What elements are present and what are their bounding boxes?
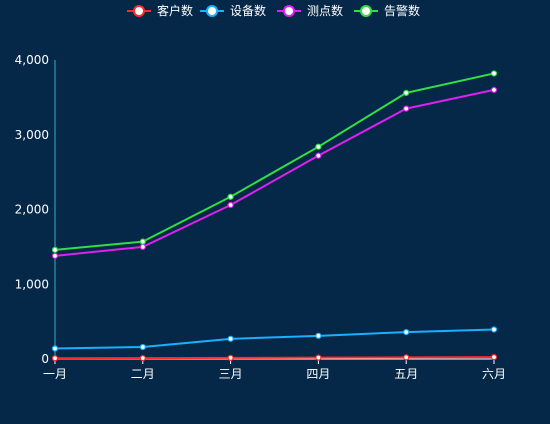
legend-marker bbox=[283, 5, 295, 17]
legend-item-3[interactable]: 告警数 bbox=[354, 3, 420, 18]
y-axis: 0 1,000 2,000 3,000 4,000 bbox=[15, 53, 56, 366]
legend-item-2[interactable]: 测点数 bbox=[277, 3, 343, 18]
data-point[interactable] bbox=[315, 332, 322, 339]
y-tick-label: 1,000 bbox=[15, 277, 49, 291]
data-point[interactable] bbox=[227, 193, 234, 200]
data-point[interactable] bbox=[139, 243, 146, 250]
series-line bbox=[54, 72, 495, 251]
series-line bbox=[54, 88, 495, 257]
series-line bbox=[54, 328, 495, 350]
data-point[interactable] bbox=[315, 354, 322, 361]
data-point[interactable] bbox=[227, 335, 234, 342]
data-point[interactable] bbox=[490, 326, 498, 333]
data-point[interactable] bbox=[139, 355, 146, 362]
data-point[interactable] bbox=[403, 354, 410, 361]
data-point[interactable] bbox=[227, 354, 234, 361]
data-point[interactable] bbox=[490, 354, 498, 361]
data-point[interactable] bbox=[51, 345, 59, 352]
data-point[interactable] bbox=[490, 86, 498, 94]
data-point[interactable] bbox=[227, 201, 234, 209]
y-tick-label: 2,000 bbox=[15, 203, 49, 217]
legend-marker bbox=[206, 5, 218, 17]
data-point[interactable] bbox=[315, 143, 322, 150]
legend-label: 客户数 bbox=[157, 3, 193, 18]
data-point[interactable] bbox=[490, 70, 498, 77]
legend-marker bbox=[133, 5, 145, 17]
x-tick-label: 一月 bbox=[43, 367, 67, 381]
x-tick-label: 二月 bbox=[131, 367, 155, 381]
y-tick-label: 4,000 bbox=[15, 53, 49, 67]
x-tick-label: 四月 bbox=[306, 367, 330, 381]
legend-label: 告警数 bbox=[384, 3, 420, 18]
x-tick-label: 五月 bbox=[394, 367, 418, 381]
data-point[interactable] bbox=[139, 238, 146, 245]
data-point[interactable] bbox=[51, 246, 59, 253]
y-tick-label: 3,000 bbox=[15, 128, 49, 142]
series-0 bbox=[51, 354, 498, 362]
legend-label: 设备数 bbox=[230, 3, 266, 18]
series-group bbox=[51, 70, 498, 362]
x-tick-label: 三月 bbox=[219, 367, 243, 381]
y-tick-label: 0 bbox=[41, 352, 49, 366]
data-point[interactable] bbox=[403, 105, 410, 112]
data-point[interactable] bbox=[403, 328, 410, 336]
series-2 bbox=[51, 86, 498, 259]
data-point[interactable] bbox=[403, 89, 410, 96]
legend-item-0[interactable]: 客户数 bbox=[127, 3, 193, 18]
x-tick-label: 六月 bbox=[482, 367, 506, 381]
legend-label: 测点数 bbox=[307, 3, 343, 18]
legend: 客户数 设备数 测点数 告警数 bbox=[127, 3, 420, 18]
x-axis: 一月 二月 三月 四月 五月 六月 bbox=[43, 358, 506, 381]
legend-item-1[interactable]: 设备数 bbox=[200, 3, 266, 18]
data-point[interactable] bbox=[51, 252, 59, 259]
legend-marker bbox=[360, 5, 372, 17]
data-point[interactable] bbox=[51, 355, 59, 362]
data-point[interactable] bbox=[139, 343, 146, 351]
series-3 bbox=[51, 70, 498, 253]
series-line bbox=[54, 356, 495, 360]
data-point[interactable] bbox=[315, 152, 322, 159]
series-1 bbox=[51, 326, 498, 352]
